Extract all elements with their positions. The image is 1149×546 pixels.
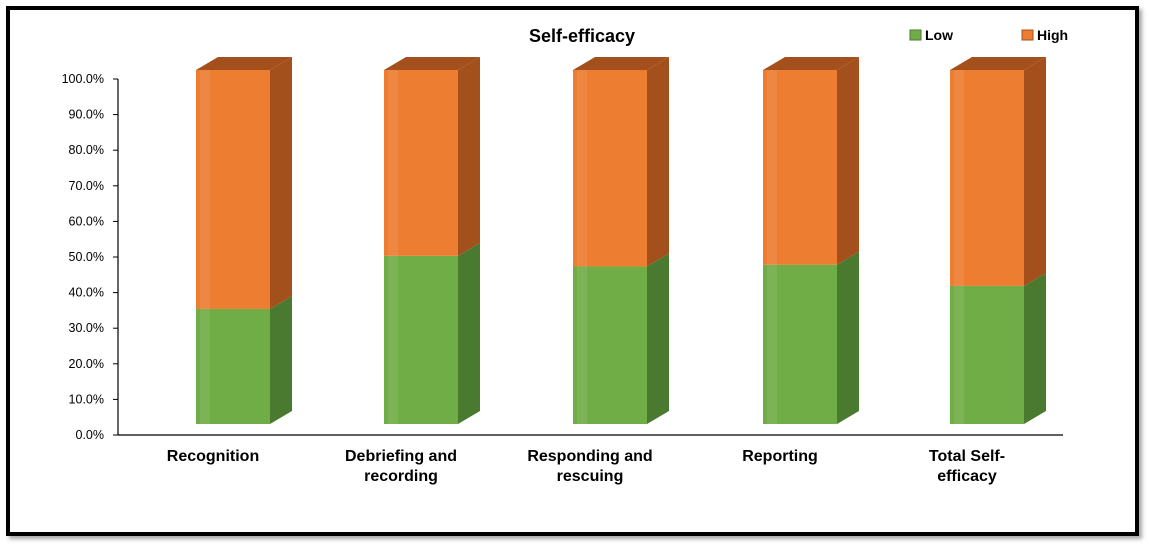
bar-side-face <box>1024 57 1046 286</box>
bar-highlight <box>954 285 964 424</box>
bar-side-face <box>837 57 859 265</box>
y-tick-label: 100.0% <box>62 72 104 86</box>
x-category-label: Reporting <box>742 448 818 465</box>
legend-label-high: High <box>1037 27 1068 43</box>
legend-swatch-high <box>1021 29 1034 41</box>
bar-front-face <box>196 308 270 424</box>
x-category-label: Total Self-efficacy <box>929 448 1005 485</box>
bar-front-face <box>950 285 1024 424</box>
y-tick-label: 50.0% <box>69 250 104 264</box>
bars <box>196 57 1046 424</box>
x-category-label: Responding and rescuing <box>527 448 652 485</box>
bar-highlight <box>200 70 210 309</box>
bar-front-face <box>573 70 647 267</box>
y-tick-label: 0.0% <box>76 428 105 442</box>
bar-front-face <box>196 70 270 309</box>
bar-low-segment <box>196 295 292 424</box>
bar-top-face <box>196 57 292 70</box>
bar-low-segment <box>950 272 1046 424</box>
bar-highlight <box>767 264 777 424</box>
legend-label-low: Low <box>925 27 953 43</box>
y-tick-label: 60.0% <box>69 214 104 228</box>
x-category-line: efficacy <box>937 468 997 485</box>
bar-front-face <box>763 264 837 424</box>
bar-high-segment <box>384 57 480 256</box>
y-tick-label: 20.0% <box>69 357 104 371</box>
y-tick-label: 10.0% <box>69 392 104 406</box>
chart-title: Self-efficacy <box>529 26 635 46</box>
x-category-label: Recognition <box>167 448 259 465</box>
bar-side-face <box>270 57 292 309</box>
bar-high-segment <box>196 57 292 309</box>
bar-top-face <box>763 57 859 70</box>
bar-side-face <box>1024 272 1046 424</box>
x-category-line: rescuing <box>557 468 624 485</box>
bar-highlight <box>577 70 587 267</box>
x-category-line: recording <box>364 468 438 485</box>
x-category-line: Responding and <box>527 448 652 465</box>
bar-side-face <box>458 242 480 424</box>
bar-side-face <box>837 251 859 424</box>
y-axis: 0.0% 10.0% 20.0% 30.0% 40.0% 50.0% 60.0% 70.0% 8… <box>62 72 119 442</box>
bar-front-face <box>384 70 458 256</box>
x-category-line: Reporting <box>742 448 818 465</box>
bar-high-segment <box>763 57 859 265</box>
bar-high-segment <box>950 57 1046 286</box>
x-category-line: Debriefing and <box>345 448 457 465</box>
bar-highlight <box>200 308 210 424</box>
bar-front-face <box>763 70 837 265</box>
bar-highlight <box>388 255 398 424</box>
bar-highlight <box>954 70 964 286</box>
bar-front-face <box>384 255 458 424</box>
bar-front-face <box>573 266 647 424</box>
y-tick-label: 40.0% <box>69 286 104 300</box>
x-axis: Recognition Debriefing and recording Respon… <box>118 434 1063 485</box>
bar-low-segment <box>763 251 859 424</box>
bar-top-face <box>950 57 1046 70</box>
y-tick-label: 30.0% <box>69 321 104 335</box>
bar-low-segment <box>573 253 669 424</box>
bar-high-segment <box>573 57 669 267</box>
bar-highlight <box>767 70 777 265</box>
bar-side-face <box>647 57 669 267</box>
bar-side-face <box>458 57 480 256</box>
bar-highlight <box>577 266 587 424</box>
bar-low-segment <box>384 242 480 424</box>
y-tick-label: 70.0% <box>69 179 104 193</box>
y-tick-label: 90.0% <box>69 108 104 122</box>
bar-front-face <box>950 70 1024 286</box>
bar-top-face <box>384 57 480 70</box>
bar-highlight <box>388 70 398 256</box>
y-tick-label: 80.0% <box>69 143 104 157</box>
x-category-line: Total Self- <box>929 448 1005 465</box>
x-category-line: Recognition <box>167 448 259 465</box>
legend-swatch-low <box>909 29 922 41</box>
bar-side-face <box>270 295 292 424</box>
bar-top-face <box>573 57 669 70</box>
bar-side-face <box>647 253 669 424</box>
x-category-label: Debriefing and recording <box>345 448 457 485</box>
legend: Low High <box>909 27 1068 43</box>
